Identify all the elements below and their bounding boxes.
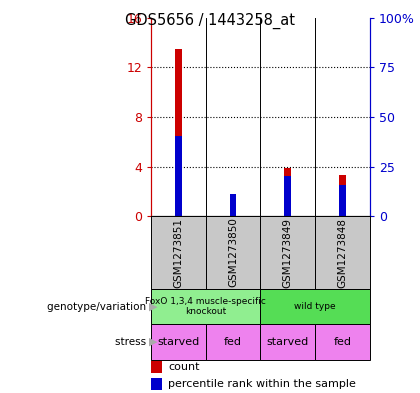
Text: GSM1273850: GSM1273850 [228,218,238,287]
Text: GDS5656 / 1443258_at: GDS5656 / 1443258_at [125,13,295,29]
Bar [260,289,370,324]
Bar [315,324,370,360]
Text: ▶: ▶ [149,337,158,347]
Bar [260,216,315,289]
Text: starved: starved [158,337,200,347]
Text: genotype/variation: genotype/variation [47,301,149,312]
Text: wild type: wild type [294,302,336,311]
Bar [206,216,260,289]
Bar [206,324,260,360]
Bar [315,216,370,289]
Text: GSM1273848: GSM1273848 [337,217,347,288]
Bar [175,136,182,216]
Text: GSM1273851: GSM1273851 [173,217,184,288]
Bar [230,194,236,216]
Bar [260,324,315,360]
Text: starved: starved [267,337,309,347]
Text: fed: fed [224,337,242,347]
Text: ▶: ▶ [149,301,158,312]
Text: FoxO 1,3,4 muscle-specific
knockout: FoxO 1,3,4 muscle-specific knockout [145,297,266,316]
Bar [151,361,162,373]
Bar [230,196,236,216]
Text: percentile rank within the sample: percentile rank within the sample [168,379,356,389]
Bar [151,324,206,360]
Text: GSM1273849: GSM1273849 [283,217,293,288]
Bar [284,168,291,216]
Bar [339,175,346,216]
Text: fed: fed [333,337,351,347]
Bar [151,216,206,289]
Text: stress: stress [115,337,149,347]
Bar [151,378,162,390]
Bar [284,176,291,216]
Bar [151,289,260,324]
Bar [339,185,346,216]
Text: count: count [168,362,200,372]
Bar [175,49,182,216]
